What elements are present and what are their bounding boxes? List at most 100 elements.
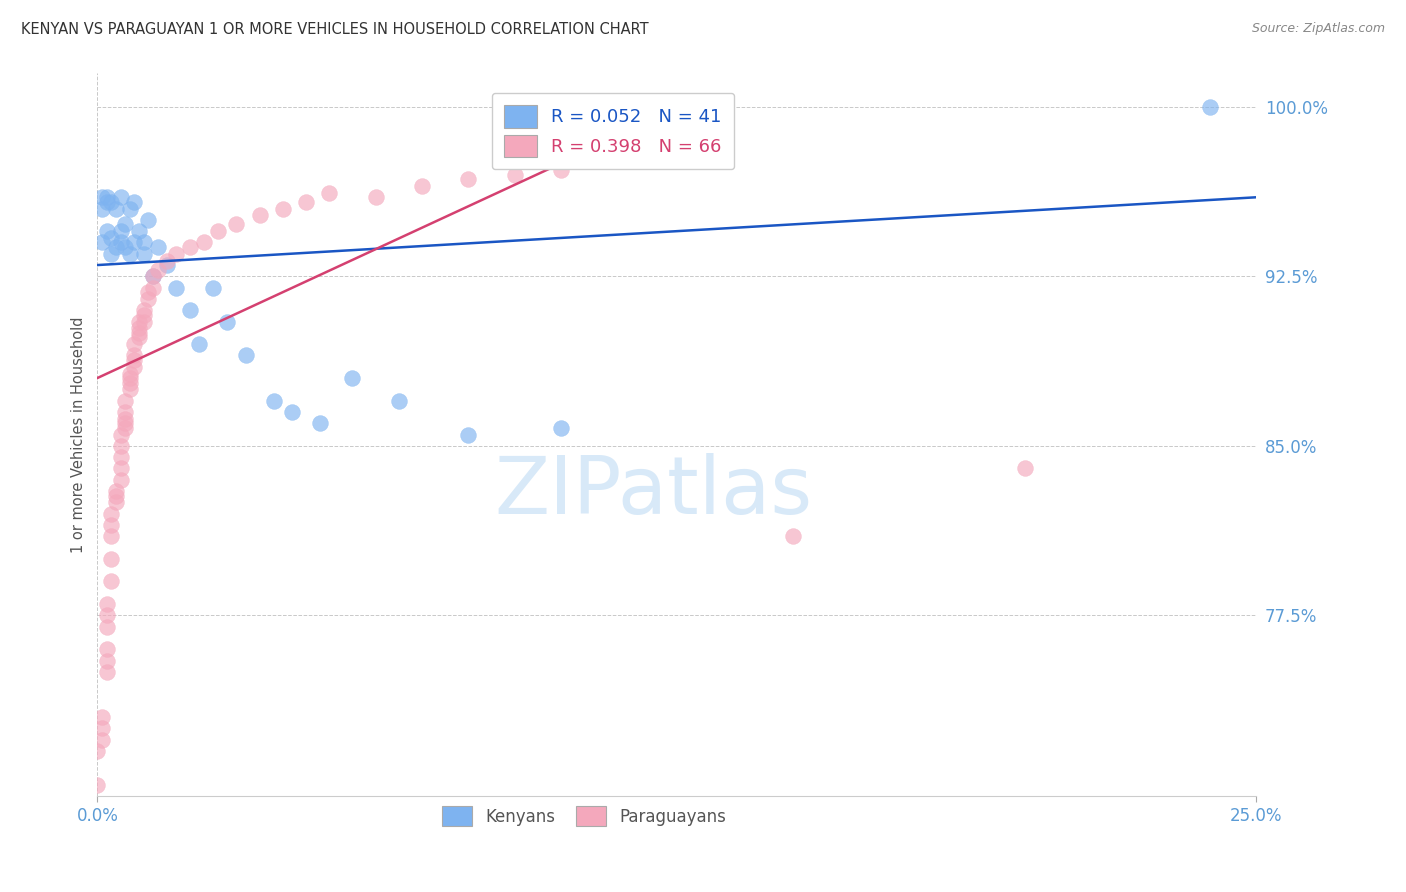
Point [110, 473, 132, 487]
Point [179, 240, 201, 254]
Point [457, 172, 479, 186]
Point [132, 246, 155, 260]
Point [114, 411, 136, 425]
Point [100, 507, 122, 521]
Point [114, 416, 136, 430]
Point [118, 246, 141, 260]
Point [142, 280, 165, 294]
Point [100, 194, 122, 209]
Point [1014, 461, 1036, 475]
Point [188, 337, 211, 351]
Point [110, 461, 132, 475]
Point [128, 326, 150, 340]
Point [96, 224, 118, 238]
Point [309, 416, 332, 430]
Point [110, 224, 132, 238]
Point [118, 376, 141, 390]
Point [96, 653, 118, 667]
Point [110, 190, 132, 204]
Point [118, 382, 141, 396]
Text: ZIPatlas: ZIPatlas [495, 453, 813, 532]
Point [104, 489, 127, 503]
Point [124, 194, 146, 209]
Point [110, 450, 132, 464]
Point [110, 235, 132, 250]
Point [100, 551, 122, 566]
Point [142, 269, 165, 284]
Point [96, 608, 118, 623]
Point [114, 240, 136, 254]
Point [91, 732, 114, 747]
Point [411, 178, 433, 193]
Point [96, 619, 118, 633]
Point [114, 393, 136, 408]
Point [110, 439, 132, 453]
Text: Source: ZipAtlas.com: Source: ZipAtlas.com [1251, 22, 1385, 36]
Point [132, 308, 155, 322]
Point [91, 721, 114, 735]
Point [91, 202, 114, 216]
Point [388, 393, 411, 408]
Point [96, 194, 118, 209]
Point [118, 367, 141, 381]
Point [124, 235, 146, 250]
Point [138, 292, 160, 306]
Point [114, 421, 136, 435]
Point [146, 262, 169, 277]
Point [91, 235, 114, 250]
Point [91, 710, 114, 724]
Point [96, 597, 118, 611]
Point [100, 517, 122, 532]
Point [86, 744, 108, 758]
Point [146, 240, 169, 254]
Point [271, 202, 294, 216]
Point [503, 168, 526, 182]
Point [364, 190, 387, 204]
Point [100, 246, 122, 260]
Point [235, 348, 257, 362]
Point [128, 224, 150, 238]
Point [138, 212, 160, 227]
Point [104, 483, 127, 498]
Point [100, 574, 122, 589]
Point [202, 280, 225, 294]
Point [249, 208, 271, 222]
Point [263, 393, 285, 408]
Point [550, 421, 572, 435]
Point [457, 427, 479, 442]
Point [96, 642, 118, 657]
Point [124, 348, 146, 362]
Point [550, 163, 572, 178]
Point [138, 285, 160, 300]
Point [118, 371, 141, 385]
Point [104, 495, 127, 509]
Point [295, 194, 318, 209]
Point [100, 529, 122, 543]
Point [207, 224, 229, 238]
Point [156, 253, 179, 268]
Point [1199, 100, 1222, 114]
Point [124, 353, 146, 368]
Point [165, 280, 187, 294]
Point [128, 314, 150, 328]
Point [104, 202, 127, 216]
Point [96, 665, 118, 679]
Point [217, 314, 239, 328]
Point [132, 303, 155, 318]
Point [124, 337, 146, 351]
Point [281, 405, 304, 419]
Point [132, 314, 155, 328]
Point [156, 258, 179, 272]
Point [114, 218, 136, 232]
Point [100, 231, 122, 245]
Point [96, 190, 118, 204]
Point [114, 405, 136, 419]
Legend: Kenyans, Paraguayans: Kenyans, Paraguayans [434, 797, 734, 835]
Point [193, 235, 215, 250]
Point [782, 529, 804, 543]
Point [91, 190, 114, 204]
Point [104, 240, 127, 254]
Point [128, 330, 150, 344]
Point [124, 359, 146, 374]
Point [118, 202, 141, 216]
